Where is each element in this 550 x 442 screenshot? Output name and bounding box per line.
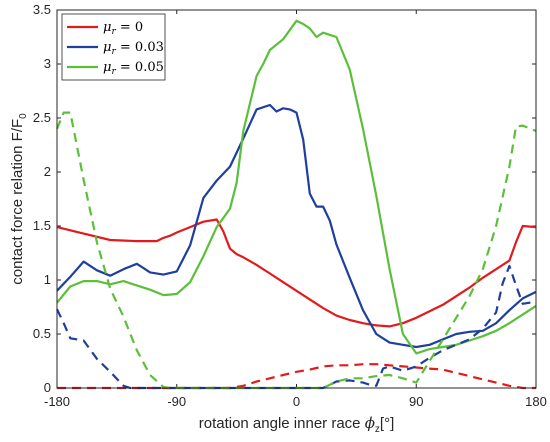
- legend-entry-label: μr = 0.05: [103, 60, 164, 77]
- y-tick-label: 0: [44, 380, 51, 395]
- legend-entry-label: μr = 0: [103, 20, 143, 37]
- series-line-dashed-0: [57, 363, 536, 390]
- x-axis-label: rotation angle inner race ϕz[°]: [199, 414, 395, 435]
- legend: μr = 0 μr = 0.03 μr = 0.05: [61, 13, 166, 81]
- y-tick-label: 3: [44, 56, 51, 71]
- x-tick-label: -90: [167, 394, 186, 409]
- series-line-dashed-2: [55, 111, 537, 390]
- y-tick-label: 3.5: [33, 2, 51, 17]
- x-tick-label: 180: [525, 394, 547, 409]
- x-tick-label: -180: [44, 394, 70, 409]
- y-tick-label: 0.5: [33, 326, 51, 341]
- legend-entry-label: μr = 0.03: [103, 40, 164, 57]
- x-axis-ticks: -180 -90 0 90 180: [44, 10, 547, 409]
- x-tick-label: 0: [293, 394, 300, 409]
- y-tick-label: 2.5: [33, 110, 51, 125]
- plot-series: [55, 19, 537, 390]
- x-tick-label: 90: [409, 394, 423, 409]
- series-line-solid-0: [56, 218, 537, 328]
- plot-frame: [56, 9, 537, 389]
- series-line-solid-1: [56, 103, 537, 349]
- series-line-dashed-1: [56, 264, 537, 390]
- y-tick-label: 1: [44, 272, 51, 287]
- y-axis-label: contact force relation F/F0: [9, 113, 29, 285]
- y-axis-ticks: 0 0.5 1 1.5 2 2.5 3 3.5: [33, 2, 536, 395]
- y-tick-label: 1.5: [33, 218, 51, 233]
- y-tick-label: 2: [44, 164, 51, 179]
- series-line-solid-2: [56, 19, 537, 355]
